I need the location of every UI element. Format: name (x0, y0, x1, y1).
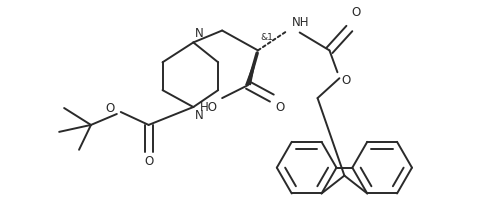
Text: O: O (144, 155, 153, 168)
Text: O: O (342, 74, 351, 87)
Text: O: O (352, 6, 360, 19)
Text: N: N (195, 28, 204, 41)
Text: O: O (106, 101, 115, 114)
Text: O: O (276, 101, 285, 114)
Text: NH: NH (292, 15, 309, 28)
Polygon shape (245, 50, 258, 85)
Text: HO: HO (200, 101, 218, 114)
Text: &1: &1 (260, 33, 273, 42)
Text: N: N (195, 109, 204, 122)
